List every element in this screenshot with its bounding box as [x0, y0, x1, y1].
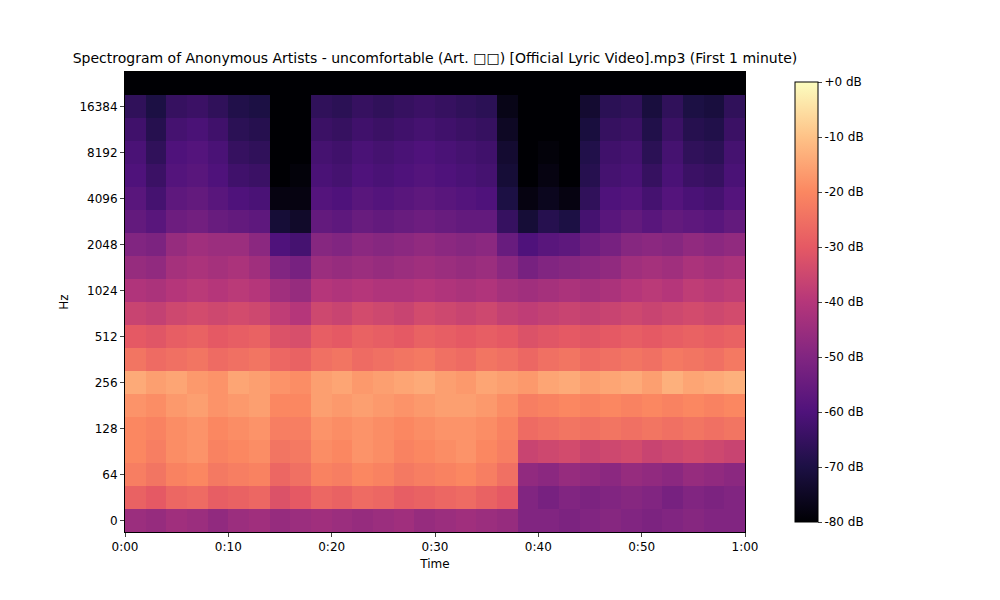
svg-text:4096: 4096: [87, 192, 118, 206]
svg-text:-40 dB: -40 dB: [824, 295, 863, 309]
svg-text:0:10: 0:10: [215, 540, 242, 554]
svg-text:512: 512: [95, 330, 118, 344]
svg-text:256: 256: [95, 376, 118, 390]
svg-text:0: 0: [110, 514, 118, 528]
svg-text:128: 128: [95, 422, 118, 436]
svg-text:-50 dB: -50 dB: [824, 350, 863, 364]
svg-text:64: 64: [102, 468, 117, 482]
svg-text:-70 dB: -70 dB: [824, 460, 863, 474]
svg-text:0:40: 0:40: [525, 540, 552, 554]
svg-text:-30 dB: -30 dB: [824, 240, 863, 254]
svg-text:-80 dB: -80 dB: [824, 515, 863, 529]
svg-text:Time: Time: [419, 557, 449, 571]
svg-text:0:20: 0:20: [318, 540, 345, 554]
svg-text:0:00: 0:00: [112, 540, 139, 554]
svg-text:0:50: 0:50: [628, 540, 655, 554]
svg-text:Spectrogram of Anonymous Artis: Spectrogram of Anonymous Artists - uncom…: [73, 50, 798, 66]
svg-text:1024: 1024: [87, 284, 118, 298]
svg-text:-10 dB: -10 dB: [824, 130, 863, 144]
svg-text:2048: 2048: [87, 238, 118, 252]
svg-text:1:00: 1:00: [732, 540, 759, 554]
svg-text:8192: 8192: [87, 146, 118, 160]
svg-text:Hz: Hz: [57, 294, 71, 309]
svg-text:+0 dB: +0 dB: [824, 75, 861, 89]
svg-text:0:30: 0:30: [422, 540, 449, 554]
svg-text:16384: 16384: [79, 100, 117, 114]
svg-text:-60 dB: -60 dB: [824, 405, 863, 419]
svg-text:-20 dB: -20 dB: [824, 185, 863, 199]
